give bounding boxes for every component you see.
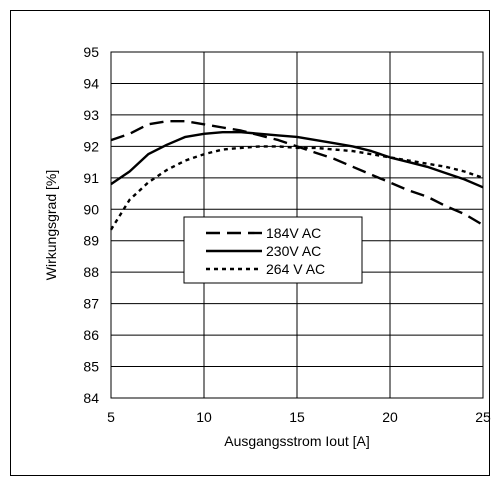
legend: 184V AC 230V AC 264 V AC <box>183 216 363 284</box>
x-tick-label: 5 <box>107 409 115 425</box>
y-tick-label: 90 <box>83 201 99 217</box>
y-tick-label: 88 <box>83 264 99 280</box>
legend-label: 230V AC <box>266 243 321 259</box>
y-tick-label: 95 <box>83 44 99 60</box>
legend-label: 264 V AC <box>266 261 325 277</box>
x-tick-labels: 5 10 15 20 25 <box>107 409 491 425</box>
y-tick-label: 85 <box>83 359 99 375</box>
series-line-dotted <box>109 145 484 231</box>
x-axis-label: Ausgangsstrom Iout [A] <box>224 433 370 449</box>
y-tick-label: 93 <box>83 107 99 123</box>
x-tick-label: 15 <box>289 409 305 425</box>
series-group <box>109 120 484 231</box>
x-tick-label: 20 <box>382 409 398 425</box>
plot-area <box>110 51 484 399</box>
y-axis-label: Wirkungsgrad [%] <box>43 170 59 280</box>
y-tick-label: 84 <box>83 390 99 406</box>
y-tick-label: 89 <box>83 233 99 249</box>
y-tick-label: 87 <box>83 296 99 312</box>
y-tick-label: 92 <box>83 138 99 154</box>
series-line-solid <box>110 131 484 189</box>
series-line-dashed <box>110 120 484 227</box>
legend-label: 184V AC <box>266 225 321 241</box>
x-tick-label: 10 <box>196 409 212 425</box>
y-tick-labels: 84 85 86 87 88 89 90 91 92 93 94 95 <box>83 44 99 406</box>
y-tick-label: 91 <box>83 170 99 186</box>
y-tick-label: 94 <box>83 75 99 91</box>
x-tick-label: 25 <box>475 409 491 425</box>
y-tick-label: 86 <box>83 327 99 343</box>
